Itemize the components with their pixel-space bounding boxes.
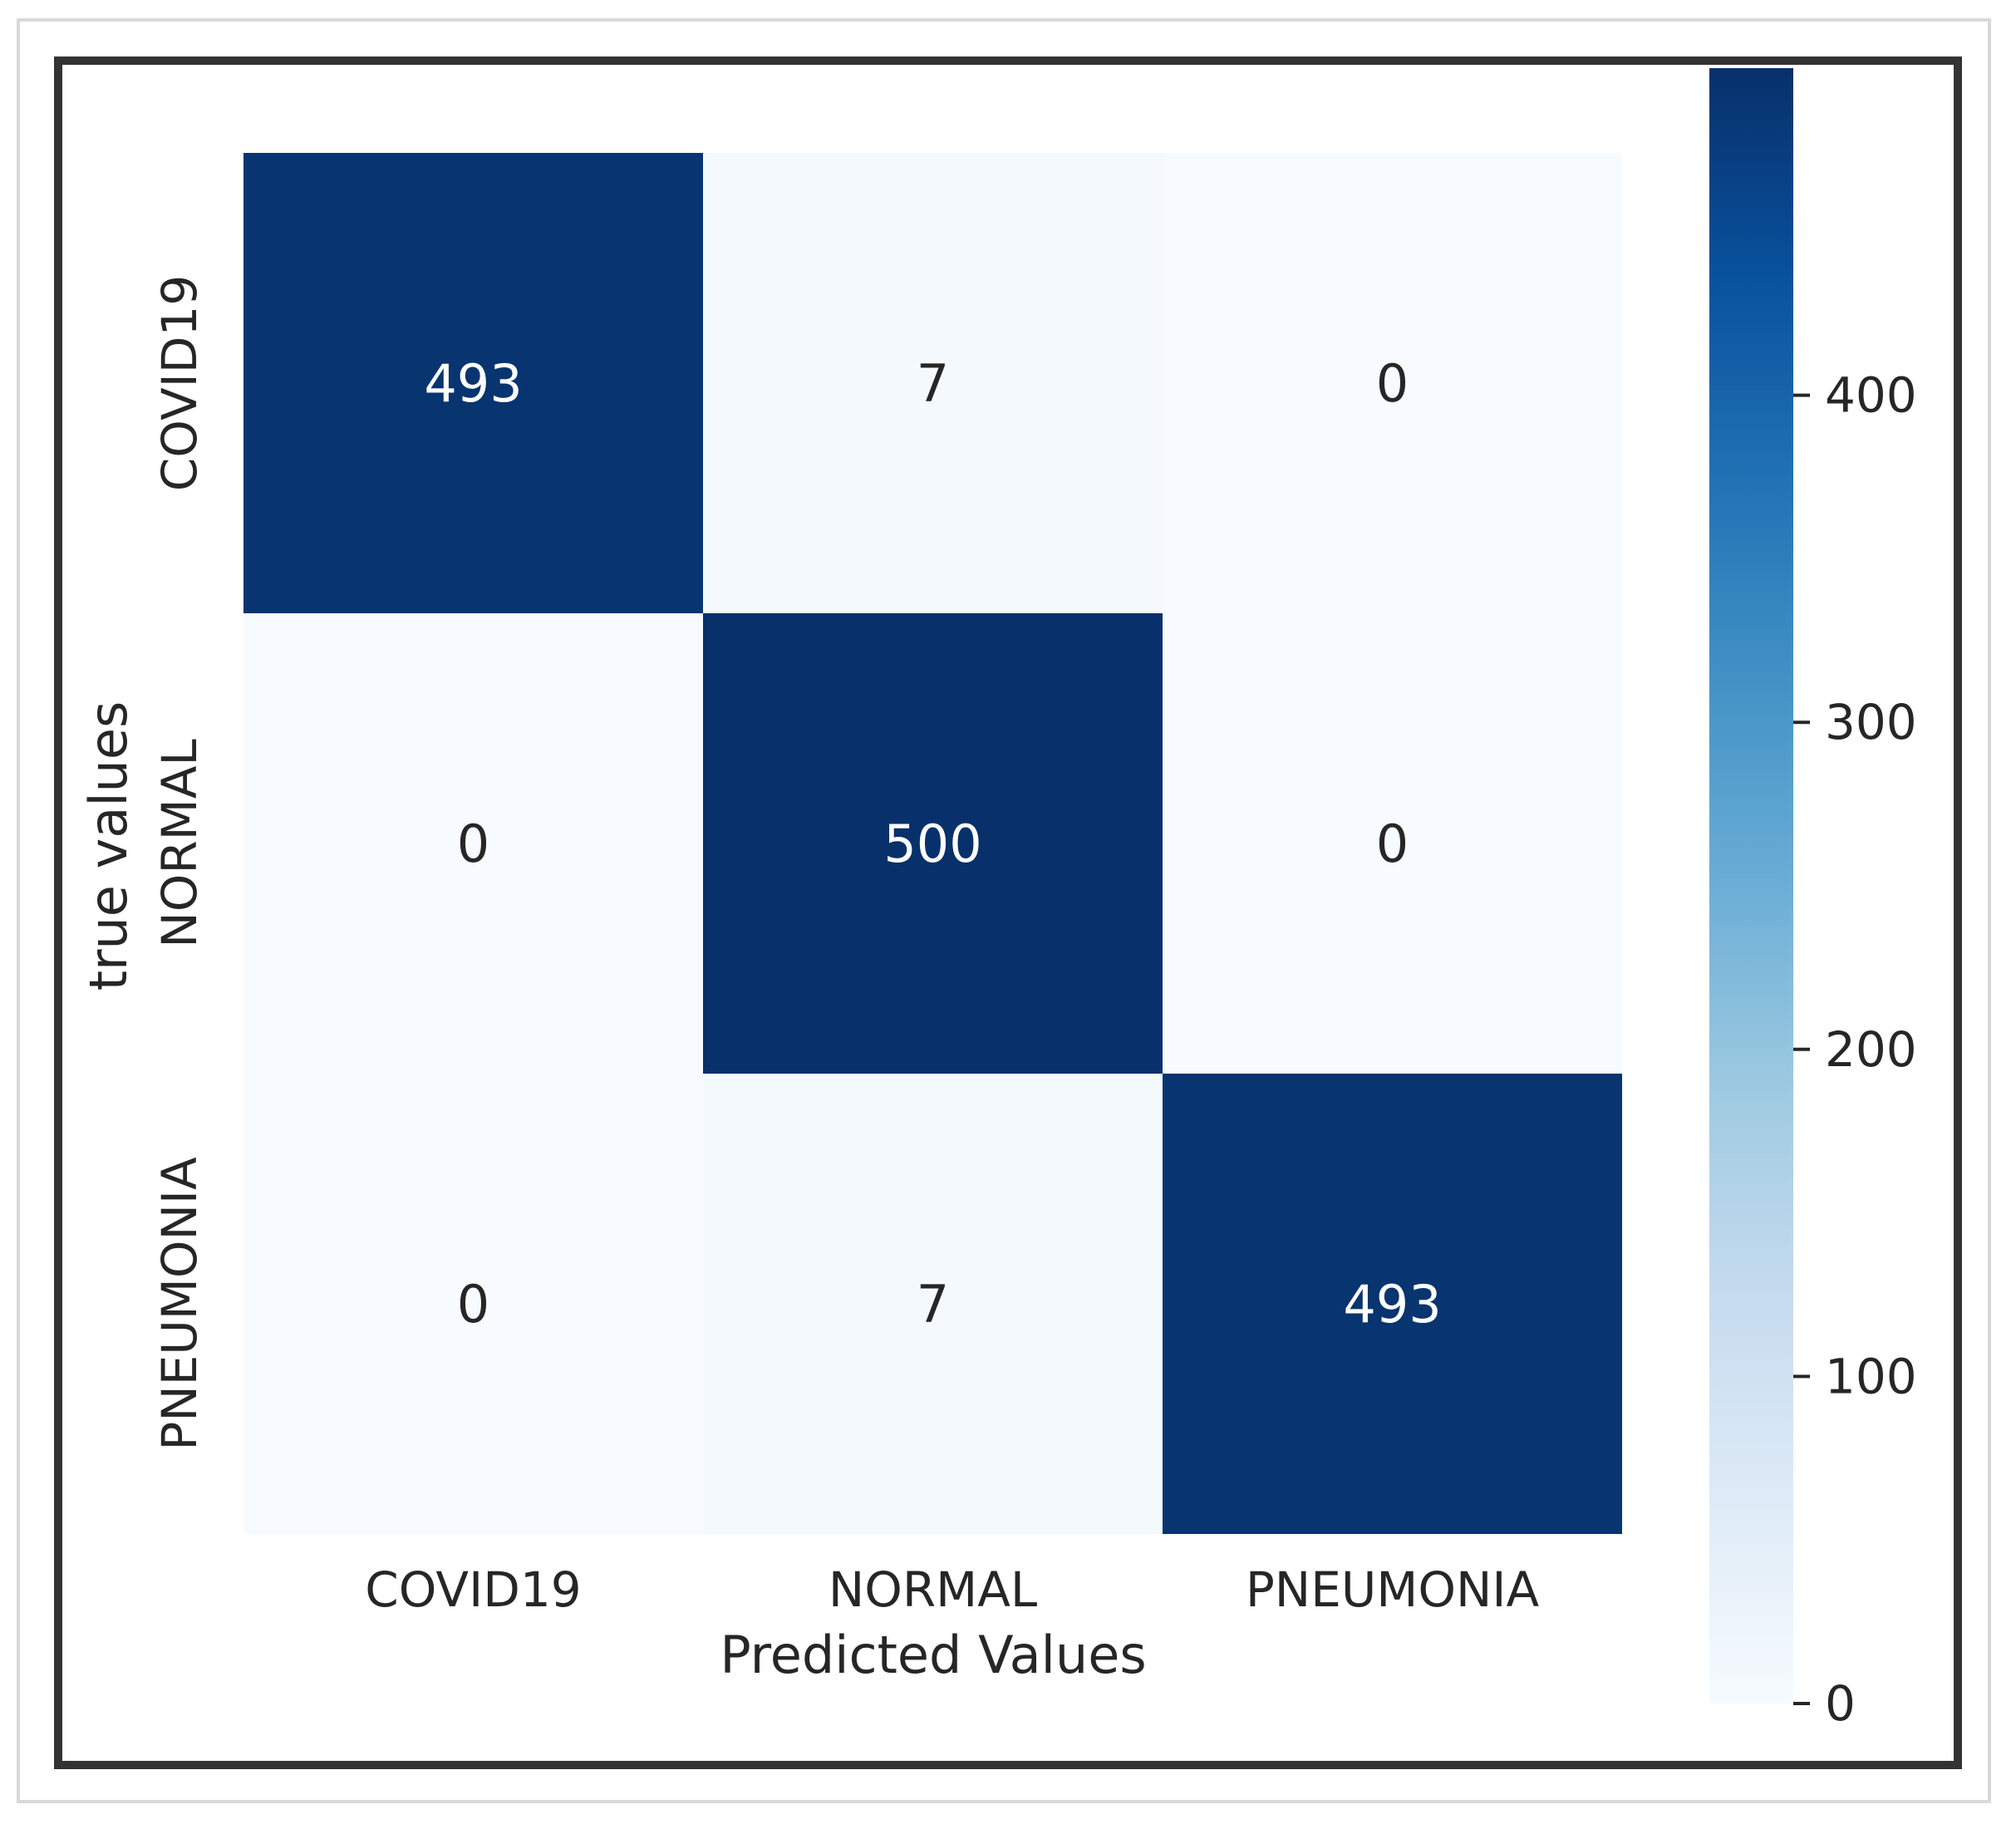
cell-annotation-r2-c1: 7 bbox=[917, 1274, 949, 1335]
x-axis-label: Predicted Values bbox=[720, 1625, 1146, 1685]
cell-annotation-r0-c2: 0 bbox=[1376, 353, 1409, 414]
heatmap-cell-r0-c1 bbox=[703, 153, 1163, 613]
y-tick-label: COVID19 bbox=[151, 275, 208, 491]
heatmap-cell-r0-c0 bbox=[243, 153, 703, 613]
heatmap-cell-r2-c0 bbox=[243, 1074, 703, 1534]
y-tick-labels: COVID19 NORMAL PNEUMONIA bbox=[151, 275, 208, 1451]
colorbar-tick-label: 100 bbox=[1825, 1348, 1917, 1404]
cell-annotation-r2-c0: 0 bbox=[457, 1274, 489, 1335]
cell-annotation-r1-c2: 0 bbox=[1376, 814, 1409, 874]
colorbar-tick-label: 200 bbox=[1825, 1021, 1917, 1078]
cell-annotations: 493 7 0 0 500 0 0 7 493 bbox=[424, 353, 1441, 1335]
heatmap-cell-r1-c0 bbox=[243, 613, 703, 1074]
x-tick-labels: COVID19 NORMAL PNEUMONIA bbox=[365, 1561, 1539, 1618]
colorbar-ticks: 0 100 200 300 400 bbox=[1793, 367, 1917, 1732]
heatmap-cell-r1-c2 bbox=[1163, 613, 1622, 1074]
cell-annotation-r0-c1: 7 bbox=[917, 353, 949, 414]
x-tick-label: PNEUMONIA bbox=[1246, 1561, 1540, 1618]
x-tick-label: COVID19 bbox=[365, 1561, 581, 1618]
heatmap-cells bbox=[243, 153, 1622, 1534]
heatmap-cell-r1-c1 bbox=[703, 613, 1163, 1074]
heatmap-cell-r2-c1 bbox=[703, 1074, 1163, 1534]
colorbar-tick-label: 300 bbox=[1825, 694, 1917, 750]
cell-annotation-r2-c2: 493 bbox=[1343, 1274, 1441, 1335]
cell-annotation-r1-c1: 500 bbox=[883, 814, 981, 874]
colorbar-tick-label: 0 bbox=[1825, 1675, 1856, 1732]
x-tick-label: NORMAL bbox=[829, 1561, 1037, 1618]
colorbar-tick-label: 400 bbox=[1825, 367, 1917, 424]
heatmap-cell-r0-c2 bbox=[1163, 153, 1622, 613]
y-tick-label: PNEUMONIA bbox=[151, 1157, 208, 1451]
y-axis-label: true values bbox=[78, 701, 139, 991]
y-tick-label: NORMAL bbox=[151, 739, 208, 947]
cell-annotation-r1-c0: 0 bbox=[457, 814, 489, 874]
colorbar bbox=[1709, 68, 1793, 1704]
cell-annotation-r0-c0: 493 bbox=[424, 353, 522, 414]
heatmap-cell-r2-c2 bbox=[1163, 1074, 1622, 1534]
